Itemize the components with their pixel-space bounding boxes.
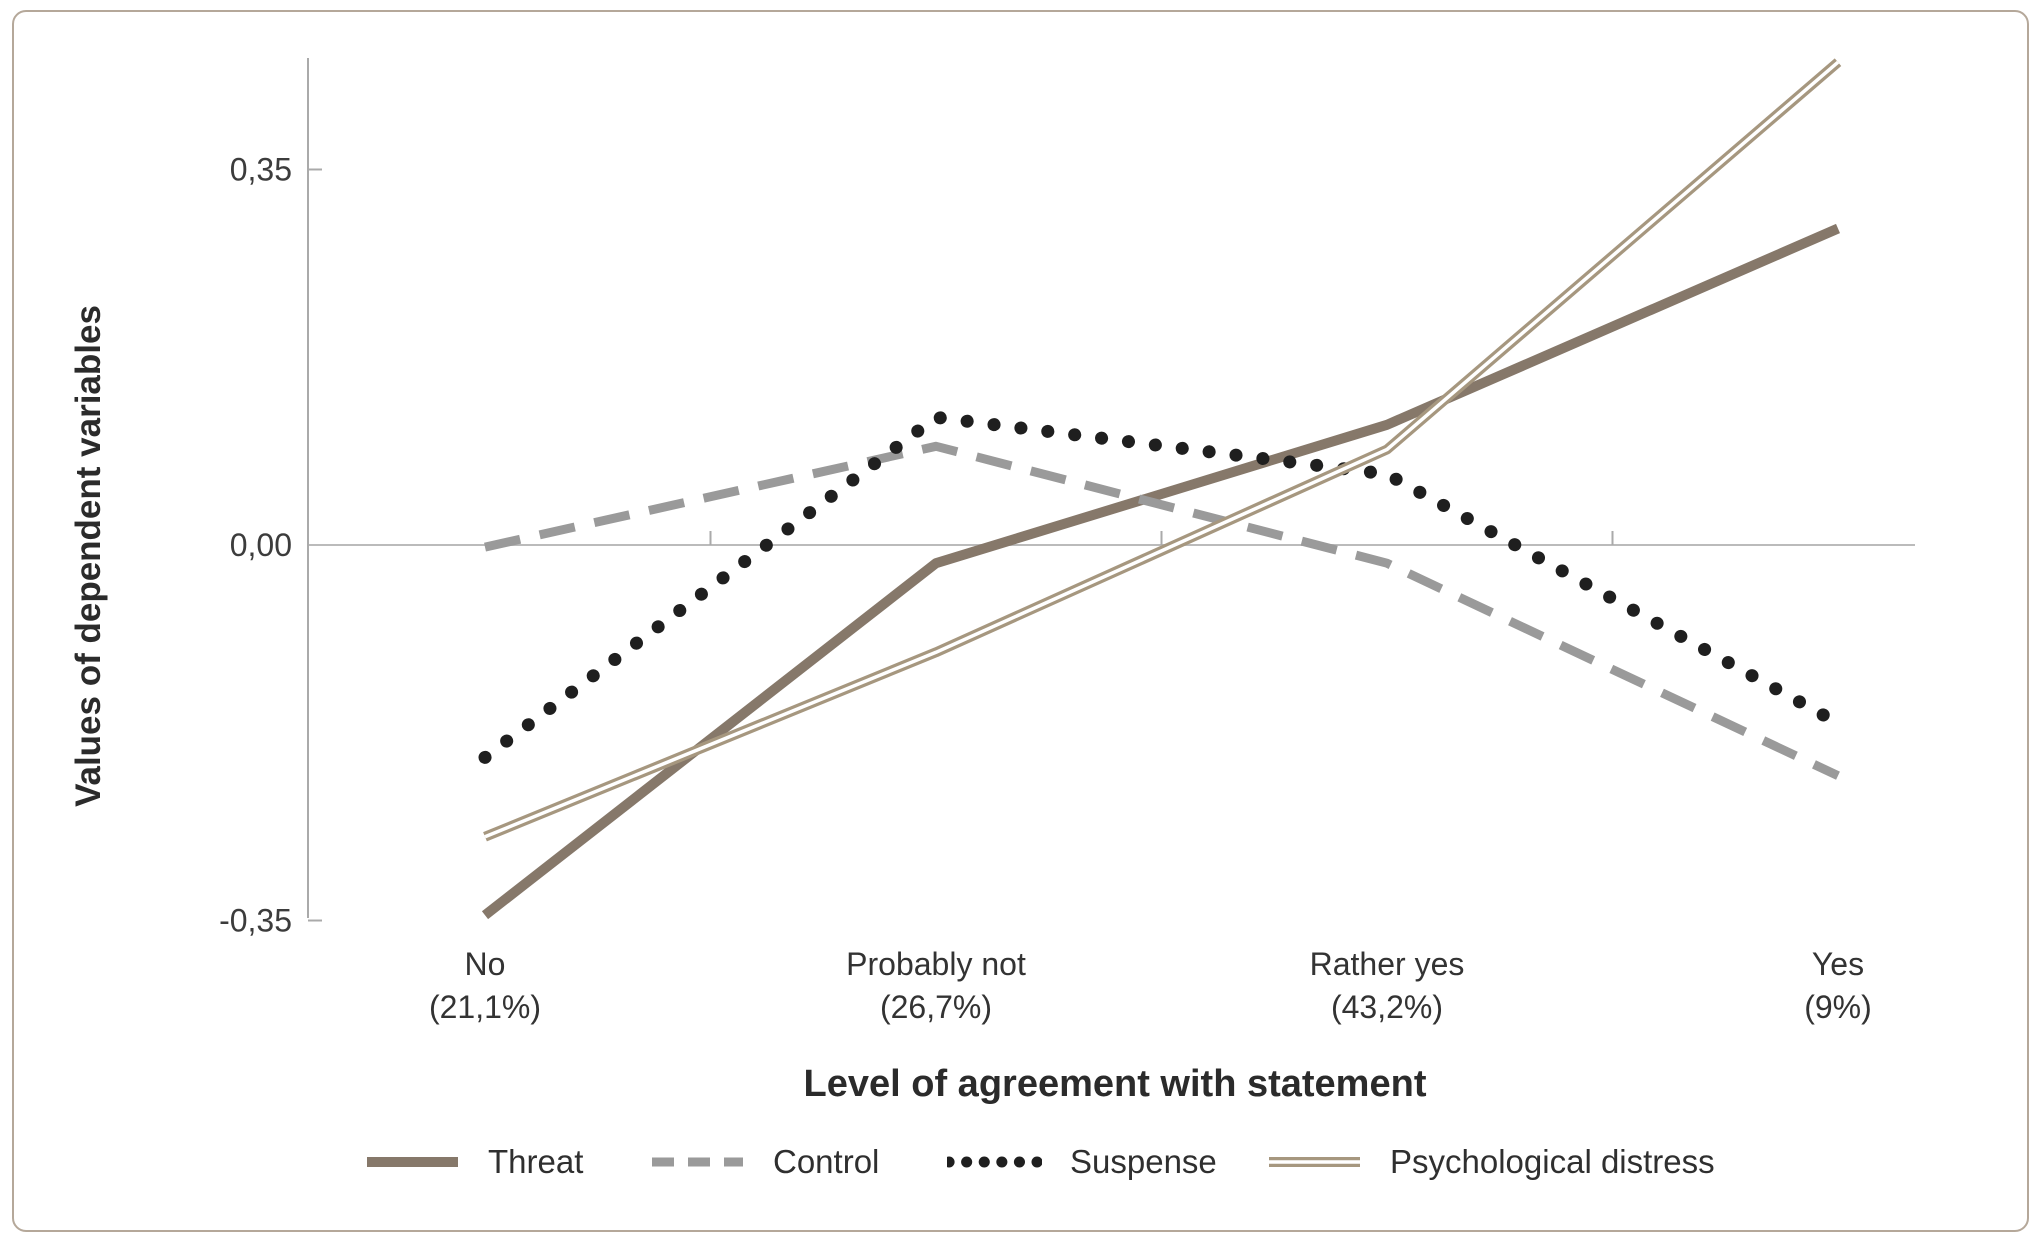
y-tick-label: 0,00 (230, 527, 292, 563)
legend-swatch-solid-thick (367, 1157, 458, 1167)
legend-item-control: Control (650, 1143, 879, 1181)
legend-label: Psychological distress (1390, 1143, 1715, 1180)
x-category-label: Rather yes (1310, 946, 1465, 982)
x-axis-title: Level of agreement with statement (804, 1063, 1427, 1105)
x-category-percentage: (9%) (1804, 989, 1872, 1025)
y-tick-label: 0,35 (230, 151, 292, 187)
legend-item-threat: Threat (365, 1143, 583, 1181)
legend-swatch-dotted (947, 1156, 1042, 1168)
chart-card (12, 10, 2029, 1232)
series-line-psychological-distress (483, 58, 1842, 842)
series-line-control (484, 441, 1840, 780)
legend-item-psychological-distress: Psychological distress (1267, 1143, 1715, 1181)
x-category-label: No (465, 946, 506, 982)
x-category-label: Probably not (846, 946, 1026, 982)
series-line-psychological-distress-inner-gap (484, 60, 1840, 839)
legend-label: Threat (488, 1143, 584, 1180)
series-line-threat (481, 223, 1840, 920)
y-axis-title: Values of dependent variables (69, 305, 108, 807)
x-category-percentage: (26,7%) (880, 989, 992, 1025)
series-line-suspense (478, 410, 1845, 764)
legend-swatch-dashed (652, 1157, 743, 1167)
x-category-percentage: (21,1%) (429, 989, 541, 1025)
legend-item-suspense: Suspense (947, 1143, 1217, 1181)
legend-swatch-double-line (1269, 1157, 1360, 1167)
legend-label: Suspense (1070, 1143, 1217, 1180)
legend-label: Control (773, 1143, 880, 1180)
y-tick-label: -0,35 (219, 903, 292, 939)
x-category-percentage: (43,2%) (1331, 989, 1443, 1025)
x-category-label: Yes (1812, 946, 1864, 982)
